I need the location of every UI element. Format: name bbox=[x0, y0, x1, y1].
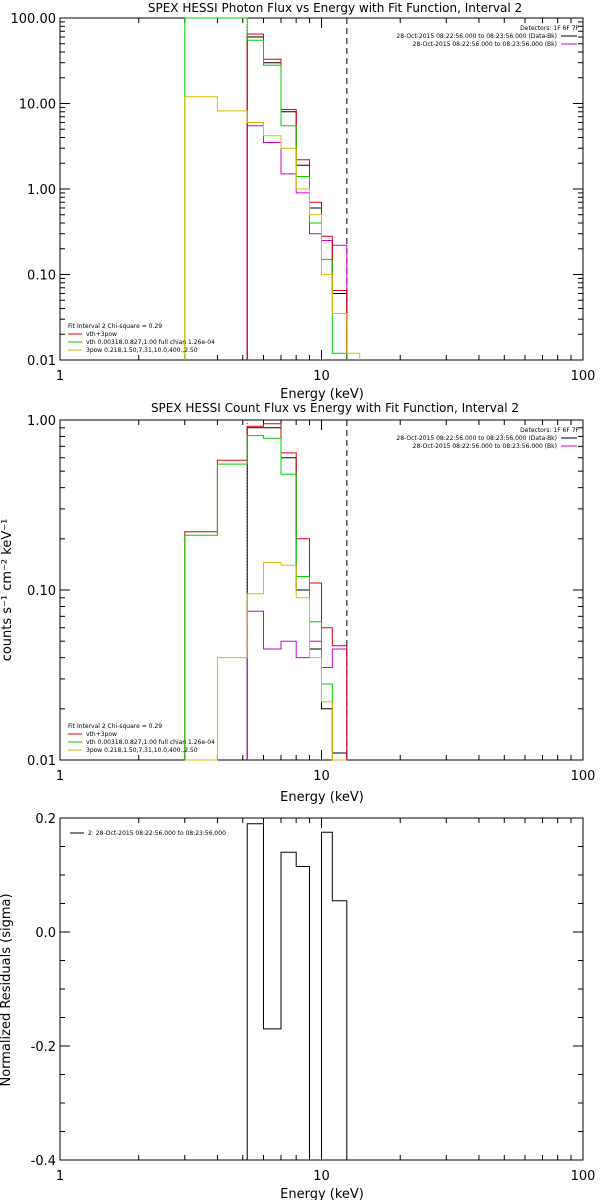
x-tick-label: 1 bbox=[56, 1169, 64, 1184]
photon-flux-panel: SPEX HESSI Photon Flux vs Energy with Fi… bbox=[11, 1, 596, 402]
legend-entry: vth+3pow bbox=[86, 731, 117, 738]
time-range-label: 28-Oct-2015 08:22:56.000 to 08:23:56.000… bbox=[396, 33, 557, 40]
legend-header: Fit Interval 2 Chi-square = 0.29 bbox=[68, 323, 162, 330]
legend-entry: 2: 28-Oct-2015 08:22:56.000 to 08:23:56.… bbox=[88, 830, 226, 837]
y-tick-label: 0.10 bbox=[27, 584, 56, 599]
count-flux-xlabel: Energy (keV) bbox=[280, 790, 364, 805]
y-tick-label: -0.2 bbox=[31, 1040, 56, 1055]
residuals-ylabel: Normalized Residuals (sigma) bbox=[0, 893, 14, 1086]
count-flux-ylabel: counts s⁻¹ cm⁻² keV⁻¹ bbox=[0, 519, 15, 662]
series-line bbox=[246, 610, 348, 760]
photon-flux-title: SPEX HESSI Photon Flux vs Energy with Fi… bbox=[148, 1, 522, 15]
plot-frame bbox=[59, 17, 584, 361]
series-line bbox=[184, 435, 347, 761]
x-tick-label: 10 bbox=[313, 369, 330, 384]
legend-entry: 3pow 0.218,1.50,7.31,10.0,400.,2.50 bbox=[86, 347, 198, 354]
x-tick-label: 100 bbox=[571, 1169, 596, 1184]
detectors-label: Detectors: 1F 6F 7F bbox=[520, 25, 579, 32]
legend-entry: vth 0.00318,0.827,1.00 full chian 1.26e-… bbox=[86, 339, 215, 346]
time-range-label: 28-Oct-2015 08:22:56.000 to 08:23:56.000… bbox=[413, 443, 557, 450]
series-line bbox=[184, 562, 347, 761]
y-tick-label: 10.00 bbox=[19, 98, 56, 113]
series-line bbox=[246, 823, 348, 1161]
y-tick-label: 0.10 bbox=[27, 269, 56, 284]
time-range-label: 28-Oct-2015 08:22:56.000 to 08:23:56.000… bbox=[413, 41, 557, 48]
y-tick-label: 100.00 bbox=[11, 12, 57, 27]
residuals-xlabel: Energy (keV) bbox=[280, 1187, 364, 1200]
series-line bbox=[184, 96, 361, 360]
x-tick-label: 100 bbox=[571, 769, 596, 784]
x-tick-label: 10 bbox=[313, 1169, 330, 1184]
legend-header: Fit Interval 2 Chi-square = 0.29 bbox=[68, 723, 162, 730]
count-flux-title: SPEX HESSI Count Flux vs Energy with Fit… bbox=[151, 401, 519, 415]
x-tick-label: 1 bbox=[56, 769, 64, 784]
x-tick-label: 1 bbox=[56, 369, 64, 384]
series-line bbox=[184, 17, 348, 360]
legend-entry: vth+3pow bbox=[86, 331, 117, 338]
count-flux-panel: SPEX HESSI Count Flux vs Energy with Fit… bbox=[0, 401, 595, 805]
series-line bbox=[184, 423, 348, 760]
y-tick-label: 0.01 bbox=[27, 354, 56, 369]
y-tick-label: 0.0 bbox=[35, 926, 56, 941]
y-tick-label: 1.00 bbox=[27, 414, 56, 429]
time-range-label: 28-Oct-2015 08:22:56.000 to 08:23:56.000… bbox=[396, 435, 557, 442]
detectors-label: Detectors: 1F 6F 7F bbox=[520, 427, 579, 434]
legend-entry: vth 0.00318,0.827,1.00 full chian 1.26e-… bbox=[86, 739, 215, 746]
x-tick-label: 100 bbox=[571, 369, 596, 384]
residuals-panel: Energy (keV) Normalized Residuals (sigma… bbox=[0, 812, 595, 1200]
y-tick-label: 1.00 bbox=[27, 183, 56, 198]
legend-entry: 3pow 0.218,1.50,7.31,10.0,400.,2.50 bbox=[86, 747, 198, 754]
y-tick-label: 0.2 bbox=[35, 812, 56, 827]
photon-flux-xlabel: Energy (keV) bbox=[280, 387, 364, 402]
y-tick-label: -0.4 bbox=[31, 1154, 56, 1169]
y-tick-label: 0.01 bbox=[27, 754, 56, 769]
x-tick-label: 10 bbox=[313, 769, 330, 784]
